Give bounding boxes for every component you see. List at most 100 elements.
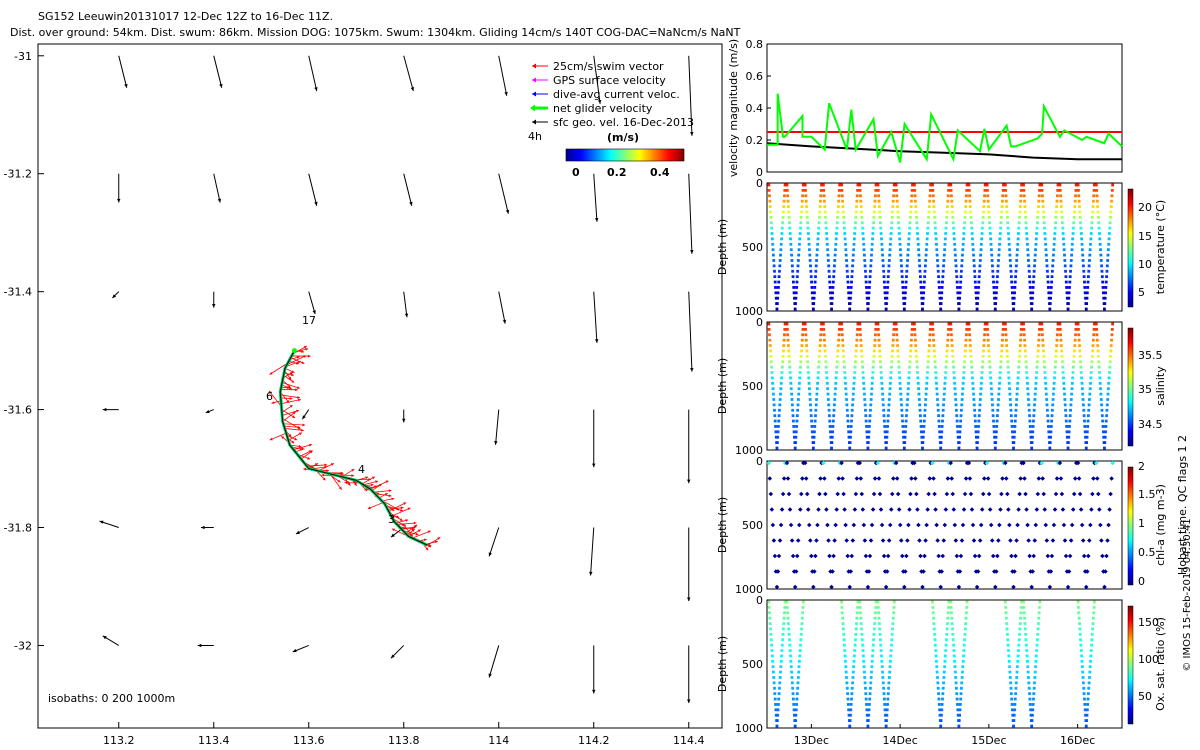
swim-vector-head — [413, 521, 417, 525]
section-point — [1026, 381, 1029, 385]
section-point — [1051, 522, 1057, 528]
section-point — [953, 665, 957, 669]
section-point — [883, 286, 887, 289]
section-point — [869, 676, 873, 679]
section-point — [1097, 365, 1101, 369]
section-point — [1004, 338, 1008, 342]
swim-vector-head — [281, 436, 285, 440]
section-point — [783, 322, 787, 326]
section-point — [848, 719, 852, 723]
section-point — [774, 430, 778, 434]
section-point — [968, 344, 972, 347]
section-point — [1074, 194, 1077, 198]
section-point — [823, 491, 828, 497]
section-point — [952, 371, 956, 374]
section-point — [867, 435, 871, 439]
section-point — [942, 392, 946, 396]
section-point — [1082, 692, 1086, 696]
section-point — [987, 507, 993, 512]
section-point — [1068, 425, 1071, 428]
section-point — [923, 269, 927, 273]
swim-vector-head — [308, 443, 312, 447]
section-point — [794, 441, 797, 445]
section-point — [877, 344, 881, 347]
section-point — [1088, 522, 1093, 528]
section-point — [768, 344, 772, 347]
section-point — [888, 248, 892, 252]
section-point — [873, 205, 877, 208]
section-point — [951, 221, 955, 225]
section-point — [928, 188, 932, 192]
swim-vector-head — [291, 379, 295, 383]
sal-ytick: 500 — [742, 380, 763, 393]
section-point — [1049, 425, 1053, 428]
section-point — [968, 491, 974, 497]
section-point — [783, 188, 787, 192]
section-point — [814, 538, 819, 543]
section-point — [867, 286, 871, 289]
section-point — [935, 665, 939, 669]
swim-vector — [329, 473, 343, 490]
section-point — [815, 248, 819, 252]
section-point — [1017, 643, 1021, 647]
section-point — [903, 302, 907, 306]
section-point — [1018, 344, 1022, 347]
section-point — [950, 333, 953, 337]
section-point — [1035, 221, 1039, 225]
section-point — [1001, 327, 1005, 331]
section-point — [901, 280, 904, 284]
section-point — [1087, 403, 1091, 407]
section-point — [1028, 425, 1032, 428]
current-vector — [213, 55, 223, 88]
sal-ytick: 0 — [756, 316, 763, 329]
section-point — [1059, 338, 1063, 342]
section-point — [871, 232, 875, 235]
current-vector — [488, 527, 500, 557]
section-point — [826, 387, 830, 391]
swim-vector-head — [269, 437, 273, 441]
section-point — [795, 703, 798, 706]
section-point — [1004, 611, 1008, 615]
section-point — [831, 425, 835, 428]
section-point — [956, 425, 959, 428]
current-vector — [593, 173, 598, 222]
section-point — [932, 199, 935, 203]
section-point — [950, 622, 954, 625]
section-point — [906, 259, 909, 262]
section-point — [845, 553, 850, 559]
section-point — [825, 376, 829, 380]
section-point — [854, 210, 858, 214]
section-point — [1016, 242, 1020, 246]
swim-vector-head — [297, 360, 301, 364]
section-point — [821, 460, 826, 466]
section-point — [1034, 387, 1037, 391]
section-point — [970, 522, 976, 528]
section-point — [1014, 264, 1018, 268]
section-point — [882, 686, 886, 690]
section-point — [1086, 697, 1090, 701]
section-point — [910, 194, 914, 198]
swim-vector-head — [298, 444, 302, 448]
section-point — [961, 242, 965, 246]
section-point — [969, 215, 973, 219]
section-point — [957, 441, 961, 445]
section-point — [791, 269, 795, 273]
section-point — [822, 188, 826, 192]
section-point — [1032, 697, 1035, 701]
section-point — [935, 392, 939, 396]
section-point — [978, 398, 982, 401]
section-point — [896, 507, 902, 512]
section-point — [954, 681, 958, 685]
section-point — [1053, 371, 1057, 374]
section-point — [870, 387, 874, 391]
section-point — [844, 242, 847, 246]
section-point — [866, 724, 870, 728]
section-point — [1072, 360, 1076, 364]
oxy-ytick: 500 — [742, 658, 763, 671]
section-point — [951, 632, 955, 636]
section-point — [1100, 553, 1105, 559]
section-point — [800, 205, 804, 208]
section-point — [960, 398, 964, 401]
section-point — [1055, 205, 1059, 208]
swim-vector-head — [337, 479, 341, 483]
